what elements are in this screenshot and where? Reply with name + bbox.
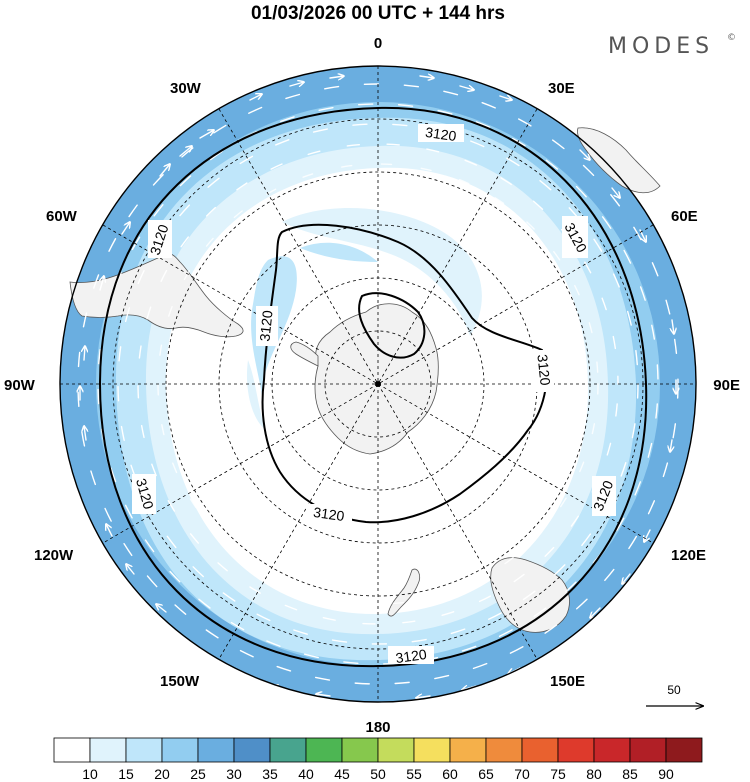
longitude-labels: 0 180 90E 90W 30E 30W 60E 60W 120E 120W … [4,35,740,736]
lon-label-90e: 90E [713,377,740,394]
south-pole-marker [375,381,381,387]
colorbar-swatch [341,737,379,763]
lon-label-150e: 150E [550,673,585,690]
lon-label-30e: 30E [548,80,575,97]
contour-label: 3120 [256,309,275,342]
colorbar-swatch [305,737,343,763]
colorbar-tick-label: 80 [586,766,602,782]
colorbar-swatch [413,737,451,763]
colorbar-tick-label: 50 [370,766,386,782]
colorbar-tick-label: 10 [82,766,98,782]
colorbar-tick-label: 15 [118,766,134,782]
colorbar-swatch [233,737,271,763]
contour-label: 3120 [395,646,428,666]
contour-label: 3120 [534,354,553,387]
brand-logo: MODES [608,34,714,59]
colorbar-swatch [197,737,235,763]
lon-label-90w: 90W [4,377,36,394]
colorbar-swatch [269,737,307,763]
lon-label-120w: 120W [34,547,74,564]
colorbar-swatch [449,737,487,763]
lon-label-0: 0 [374,35,382,52]
reference-vector-label: 50 [667,683,681,697]
colorbar-swatch [665,737,703,763]
colorbar-swatch [593,737,631,763]
reference-vector: 50 [646,683,703,706]
height-contours [98,106,648,668]
colorbar-swatch [89,737,127,763]
lon-label-30w: 30W [170,80,202,97]
colorbar-swatch [629,737,667,763]
colorbar-tick-label: 55 [406,766,422,782]
colorbar-tick-label: 85 [622,766,638,782]
lon-label-60e: 60E [671,208,698,225]
contour-label: 3120 [424,124,457,144]
colorbar-swatch [557,737,595,763]
colorbar-tick-label: 60 [442,766,458,782]
colorbar-swatch [125,737,163,763]
colorbar-swatch [521,737,559,763]
lon-label-60w: 60W [46,208,78,225]
colorbar: 10 15 20 25 30 35 40 45 50 55 60 65 70 75 80 85 90 [53,737,703,782]
colorbar-tick-label: 70 [514,766,530,782]
colorbar-tick-label: 65 [478,766,494,782]
colorbar-tick-label: 35 [262,766,278,782]
colorbar-tick-label: 90 [658,766,674,782]
contour-label: 3120 [312,504,345,524]
colorbar-tick-label: 75 [550,766,566,782]
graticule [60,66,696,702]
lon-label-120e: 120E [671,547,706,564]
lon-label-180: 180 [365,719,390,736]
brand-copyright: © [727,33,736,43]
colorbar-swatch [53,737,91,763]
colorbar-tick-label: 25 [190,766,206,782]
colorbar-tick-label: 45 [334,766,350,782]
colorbar-swatch [377,737,415,763]
map-title: 01/03/2026 00 UTC + 144 hrs [251,3,505,24]
lon-label-150w: 150W [160,673,200,690]
colorbar-swatch [485,737,523,763]
colorbar-tick-label: 40 [298,766,314,782]
colorbar-tick-label: 20 [154,766,170,782]
contour-labels: 3120 3120 3120 3120 3120 3120 3120 3120 … [132,124,616,666]
colorbar-swatch [161,737,199,763]
colorbar-tick-label: 30 [226,766,242,782]
